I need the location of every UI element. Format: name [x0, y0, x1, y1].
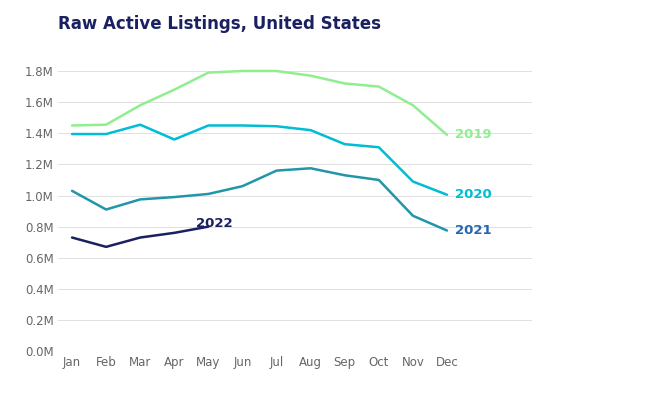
Text: 2019: 2019 — [456, 128, 492, 141]
Text: Raw Active Listings, United States: Raw Active Listings, United States — [58, 15, 382, 33]
Text: 2021: 2021 — [456, 224, 492, 237]
Text: 2020: 2020 — [456, 188, 492, 201]
Text: 2022: 2022 — [197, 217, 233, 230]
